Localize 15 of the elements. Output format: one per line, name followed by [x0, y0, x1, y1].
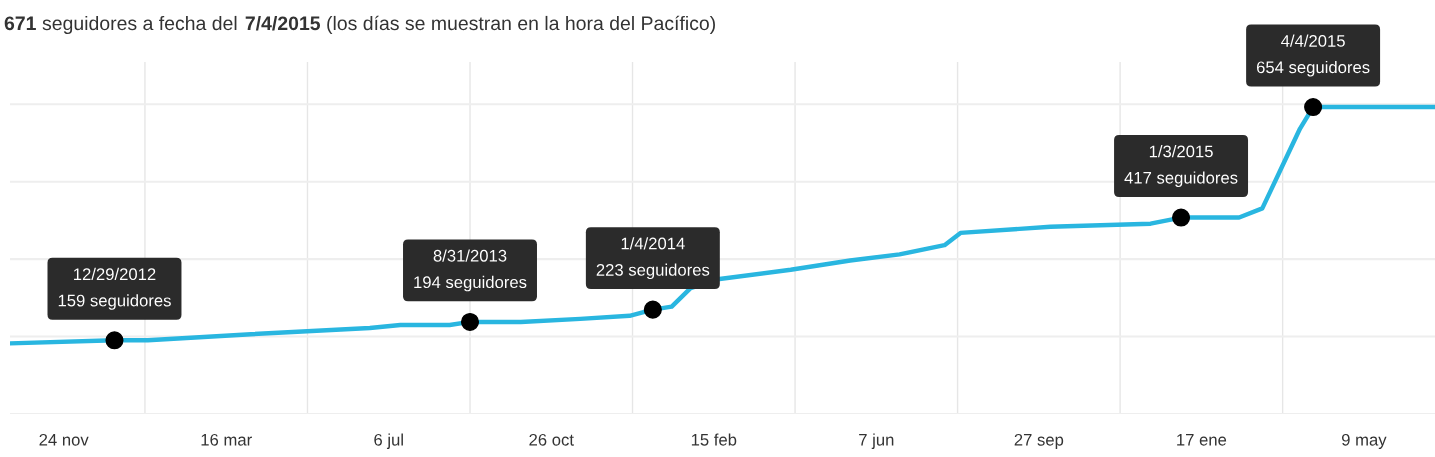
x-tick-label: 16 mar [201, 433, 252, 446]
x-tick-label: 24 nov [39, 433, 89, 446]
x-tick-label: 15 feb [691, 433, 737, 446]
x-tick-label: 7 jun [859, 433, 894, 449]
x-tick-label: 17 ene [1177, 434, 1227, 446]
x-tick-label: 27 sep [1014, 433, 1064, 449]
x-tick-label: 6 jul [374, 433, 403, 449]
annotation: 12/29/2012 159 seguidores [58, 267, 171, 310]
x-tick-label: 9 may [1341, 433, 1387, 449]
x-tick-label: 26 oct [529, 433, 574, 446]
annotation: 8/31/2013 194 seguidores [414, 249, 527, 292]
annotation: 4/4/2015 654 seguidores [1256, 34, 1370, 77]
chart-title: 671 seguidores a fecha del 7/4/2015 (los días se muestran en la hora del Pacífico) [4, 15, 715, 35]
annotation: 1/3/2015 417 seguidores [1124, 145, 1238, 187]
annotation: 1/4/2014 223 seguidores [596, 237, 710, 280]
